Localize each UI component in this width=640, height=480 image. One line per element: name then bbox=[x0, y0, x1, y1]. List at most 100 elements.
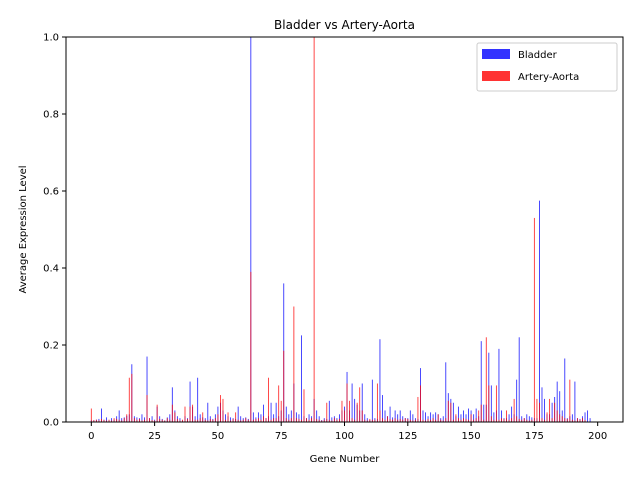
bar-artery-aorta-89 bbox=[316, 418, 318, 422]
bar-bladder-98 bbox=[338, 414, 340, 422]
bar-artery-aorta-120 bbox=[394, 418, 396, 422]
bar-artery-aorta-32 bbox=[171, 404, 173, 422]
bar-artery-aorta-82 bbox=[298, 418, 300, 422]
bar-artery-aorta-56 bbox=[232, 418, 234, 422]
bar-artery-aorta-154 bbox=[480, 404, 482, 422]
bar-artery-aorta-192 bbox=[576, 418, 578, 422]
bar-artery-aorta-39 bbox=[189, 406, 191, 422]
bar-artery-aorta-158 bbox=[490, 416, 492, 422]
bar-bladder-73 bbox=[275, 402, 277, 422]
bar-artery-aorta-142 bbox=[450, 402, 452, 422]
bar-artery-aorta-184 bbox=[556, 410, 558, 422]
bar-artery-aorta-98 bbox=[338, 418, 340, 422]
bar-bladder-169 bbox=[518, 337, 520, 422]
bar-artery-aorta-14 bbox=[126, 414, 128, 422]
bar-artery-aorta-187 bbox=[564, 418, 566, 422]
bar-artery-aorta-172 bbox=[526, 419, 528, 422]
bar-bladder-86 bbox=[308, 414, 310, 422]
bar-artery-aorta-11 bbox=[118, 419, 120, 422]
bar-artery-aorta-46 bbox=[207, 420, 209, 422]
bar-artery-aorta-193 bbox=[579, 419, 581, 422]
bar-bladder-31 bbox=[169, 414, 171, 422]
bar-artery-aorta-170 bbox=[521, 419, 523, 422]
bar-bladder-143 bbox=[452, 402, 454, 422]
bar-artery-aorta-106 bbox=[359, 387, 361, 422]
bar-bladder-126 bbox=[409, 410, 411, 422]
bar-artery-aorta-68 bbox=[263, 416, 264, 422]
bar-artery-aorta-157 bbox=[488, 385, 490, 422]
bar-artery-aorta-156 bbox=[485, 337, 487, 422]
bar-bladder-170 bbox=[521, 416, 523, 422]
bar-bladder-24 bbox=[151, 416, 153, 422]
bar-bladder-149 bbox=[468, 408, 470, 422]
bar-bladder-155 bbox=[483, 404, 485, 422]
bar-artery-aorta-152 bbox=[475, 418, 477, 422]
bar-bladder-162 bbox=[501, 410, 502, 422]
bar-artery-aorta-77 bbox=[285, 418, 287, 422]
bar-artery-aorta-40 bbox=[192, 404, 194, 422]
bar-artery-aorta-80 bbox=[293, 306, 295, 422]
bar-artery-aorta-166 bbox=[511, 418, 513, 422]
bar-artery-aorta-169 bbox=[518, 418, 520, 422]
bar-artery-aorta-20 bbox=[141, 420, 143, 422]
bar-artery-aorta-55 bbox=[230, 420, 232, 422]
bar-artery-aorta-10 bbox=[116, 418, 118, 422]
bar-artery-aorta-114 bbox=[379, 410, 381, 422]
bar-bladder-53 bbox=[225, 414, 226, 422]
bar-bladder-71 bbox=[270, 402, 272, 422]
bar-artery-aorta-13 bbox=[123, 418, 125, 422]
bar-artery-aorta-115 bbox=[382, 418, 383, 422]
bar-bladder-177 bbox=[539, 200, 540, 422]
bar-bladder-78 bbox=[288, 414, 290, 422]
bar-artery-aorta-116 bbox=[384, 419, 386, 422]
bar-artery-aorta-127 bbox=[412, 420, 414, 422]
bar-bladder-185 bbox=[559, 391, 561, 422]
bar-artery-aorta-186 bbox=[561, 416, 563, 422]
bar-bladder-197 bbox=[589, 418, 591, 422]
bar-artery-aorta-71 bbox=[270, 419, 272, 422]
bar-bladder-4 bbox=[101, 408, 102, 422]
bar-artery-aorta-113 bbox=[376, 383, 378, 422]
bar-bladder-111 bbox=[371, 379, 373, 422]
bar-bladder-168 bbox=[516, 379, 518, 422]
bar-artery-aorta-86 bbox=[308, 419, 310, 422]
bar-artery-aorta-58 bbox=[237, 419, 239, 422]
bar-artery-aorta-60 bbox=[242, 419, 244, 422]
legend-box bbox=[476, 42, 618, 92]
bar-artery-aorta-48 bbox=[212, 419, 214, 422]
bar-artery-aorta-100 bbox=[344, 410, 345, 422]
bar-artery-aorta-171 bbox=[523, 418, 525, 422]
bar-bladder-58 bbox=[237, 406, 239, 422]
bar-artery-aorta-179 bbox=[544, 419, 545, 422]
bar-bladder-131 bbox=[422, 410, 424, 422]
bar-artery-aorta-143 bbox=[452, 419, 454, 422]
bar-bladder-139 bbox=[442, 416, 444, 422]
bar-bladder-11 bbox=[118, 410, 120, 422]
bar-bladder-83 bbox=[301, 335, 302, 423]
bar-artery-aorta-178 bbox=[541, 418, 543, 422]
x-tick-label-200: 200 bbox=[588, 431, 607, 442]
bar-bladder-59 bbox=[240, 416, 242, 422]
bar-bladder-20 bbox=[141, 414, 143, 422]
bar-artery-aorta-22 bbox=[146, 395, 148, 422]
bar-bladder-148 bbox=[465, 414, 467, 422]
bar-artery-aorta-85 bbox=[306, 418, 307, 422]
bar-artery-aorta-88 bbox=[313, 37, 315, 422]
bar-bladder-107 bbox=[361, 383, 363, 422]
bar-artery-aorta-126 bbox=[409, 419, 411, 422]
bar-artery-aorta-153 bbox=[478, 410, 480, 422]
bar-bladder-195 bbox=[584, 412, 586, 423]
bar-artery-aorta-101 bbox=[346, 383, 348, 422]
bar-bladder-178 bbox=[541, 387, 543, 422]
bar-artery-aorta-134 bbox=[430, 419, 432, 422]
bar-artery-aorta-121 bbox=[397, 419, 399, 422]
bar-bladder-39 bbox=[189, 381, 191, 422]
bar-artery-aorta-64 bbox=[252, 419, 254, 422]
bar-artery-aorta-50 bbox=[217, 414, 219, 422]
bar-artery-aorta-87 bbox=[311, 418, 313, 422]
bar-bladder-109 bbox=[366, 418, 368, 422]
bar-artery-aorta-123 bbox=[402, 419, 404, 422]
bar-artery-aorta-159 bbox=[493, 419, 495, 422]
bar-artery-aorta-5 bbox=[103, 420, 105, 422]
bar-artery-aorta-141 bbox=[447, 400, 449, 422]
